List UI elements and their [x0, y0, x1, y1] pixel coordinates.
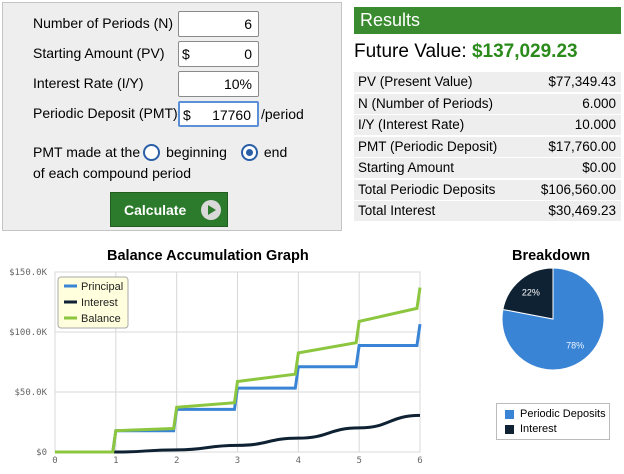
periods-label: Number of Periods (N)	[33, 15, 174, 31]
future-value-line: Future Value: $137,029.23	[354, 41, 578, 63]
y-tick-label: $50.0K	[14, 388, 47, 398]
start-label: Starting Amount (PV)	[33, 45, 165, 61]
pmt-value: 17760	[212, 107, 251, 123]
result-value: $17,760.00	[548, 138, 616, 154]
pmt-timing-suffix: of each compound period	[33, 165, 191, 181]
start-row: Starting Amount (PV) $ 0	[3, 41, 343, 67]
result-key: I/Y (Interest Rate)	[358, 117, 465, 132]
result-value: $0.00	[582, 160, 616, 175]
rate-value: 10%	[223, 76, 252, 92]
series-line-balance	[55, 287, 422, 454]
pie-legend-item[interactable]: Periodic Deposits	[505, 408, 606, 420]
legend-label[interactable]: Principal	[81, 281, 123, 293]
result-value: 6.000	[582, 95, 616, 111]
breakdown-pie: 78% 22%	[501, 267, 605, 371]
pie-legend-item[interactable]: Interest	[505, 423, 557, 435]
rate-row: Interest Rate (I/Y) 10%	[3, 71, 343, 97]
balance-graph: 0 1 2 3 4 5 6 $0 $50.0K $100.0K $150.0K Principal In…	[9, 268, 423, 466]
input-panel: Number of Periods (N) 6 Starting Amount …	[2, 2, 342, 231]
x-tick-label: 1	[113, 456, 118, 466]
beginning-radio[interactable]	[143, 144, 161, 161]
deposits-swatch	[505, 409, 514, 419]
results-table: PV (Present Value) $77,349.43 N (Number o…	[354, 72, 621, 223]
pie-legend-label: Periodic Deposits	[520, 408, 606, 420]
result-value: $30,469.23	[548, 203, 616, 218]
end-radio[interactable]	[240, 144, 258, 161]
result-value: 10.000	[574, 117, 616, 132]
pie-slice-label: 78%	[566, 341, 584, 351]
x-tick-label: 4	[296, 456, 301, 466]
rate-label: Interest Rate (I/Y)	[33, 75, 144, 91]
calculate-button[interactable]: Calculate	[110, 192, 228, 227]
start-input[interactable]: $ 0	[178, 41, 259, 67]
pmt-suffix: /period	[261, 106, 304, 122]
rate-input[interactable]: 10%	[178, 71, 259, 97]
result-key: Total Periodic Deposits	[358, 181, 496, 197]
periods-row: Number of Periods (N) 6	[3, 11, 343, 37]
pmt-timing-row: PMT made at the beginning end	[33, 144, 287, 163]
calculate-label: Calculate	[124, 202, 187, 218]
y-tick-label: $150.0K	[9, 268, 48, 278]
result-row: Starting Amount $0.00	[354, 158, 621, 178]
periods-value: 6	[244, 16, 252, 32]
pmt-timing-prefix: PMT made at the	[33, 144, 141, 161]
legend-label[interactable]: Interest	[81, 297, 118, 309]
series-line-interest	[54, 413, 421, 454]
result-row: PV (Present Value) $77,349.43	[354, 72, 621, 92]
legend-label[interactable]: Balance	[81, 313, 121, 325]
pmt-row: Periodic Deposit (PMT) $ 17760 /period	[3, 101, 343, 127]
end-label[interactable]: end	[263, 144, 288, 161]
result-row: Total Interest $30,469.23	[354, 201, 621, 221]
result-row: N (Number of Periods) 6.000	[354, 93, 621, 114]
result-key: Total Interest	[358, 203, 436, 218]
result-value: $106,560.00	[540, 181, 616, 197]
graph-title: Balance Accumulation Graph	[107, 248, 309, 264]
y-tick-label: $0	[36, 448, 47, 458]
breakdown-title: Breakdown	[512, 248, 591, 264]
x-tick-label: 2	[174, 456, 179, 466]
result-row: Total Periodic Deposits $106,560.00	[354, 179, 621, 200]
beginning-label[interactable]: beginning	[166, 144, 227, 161]
start-value: 0	[244, 46, 252, 62]
x-tick-label: 3	[235, 456, 240, 466]
y-tick-label: $100.0K	[9, 328, 48, 338]
x-tick-label: 6	[417, 456, 422, 466]
future-value-amount: $137,029.23	[471, 41, 578, 62]
x-tick-label: 5	[356, 456, 361, 466]
result-key: Starting Amount	[358, 160, 455, 175]
result-row: PMT (Periodic Deposit) $17,760.00	[354, 136, 621, 157]
result-key: N (Number of Periods)	[358, 95, 494, 111]
pie-slice[interactable]	[502, 267, 554, 320]
future-value-label: Future Value:	[354, 41, 467, 62]
pmt-currency: $	[183, 107, 191, 123]
pmt-label: Periodic Deposit (PMT)	[33, 105, 178, 121]
pie-slice-label: 22%	[522, 287, 540, 297]
pie-legend-label: Interest	[520, 423, 557, 435]
result-value: $77,349.43	[548, 74, 616, 89]
result-key: PV (Present Value)	[358, 74, 473, 89]
play-icon	[201, 200, 221, 220]
graph-legend: Principal Interest Balance	[57, 276, 129, 329]
pie-legend: Periodic Deposits Interest	[496, 403, 610, 440]
periods-input[interactable]: 6	[178, 11, 259, 37]
results-header: Results	[354, 7, 621, 34]
result-row: I/Y (Interest Rate) 10.000	[354, 115, 621, 135]
start-currency: $	[182, 46, 190, 62]
result-key: PMT (Periodic Deposit)	[358, 138, 498, 154]
x-tick-label: 0	[52, 456, 57, 466]
pmt-input[interactable]: $ 17760	[178, 101, 259, 127]
interest-swatch	[505, 424, 514, 434]
